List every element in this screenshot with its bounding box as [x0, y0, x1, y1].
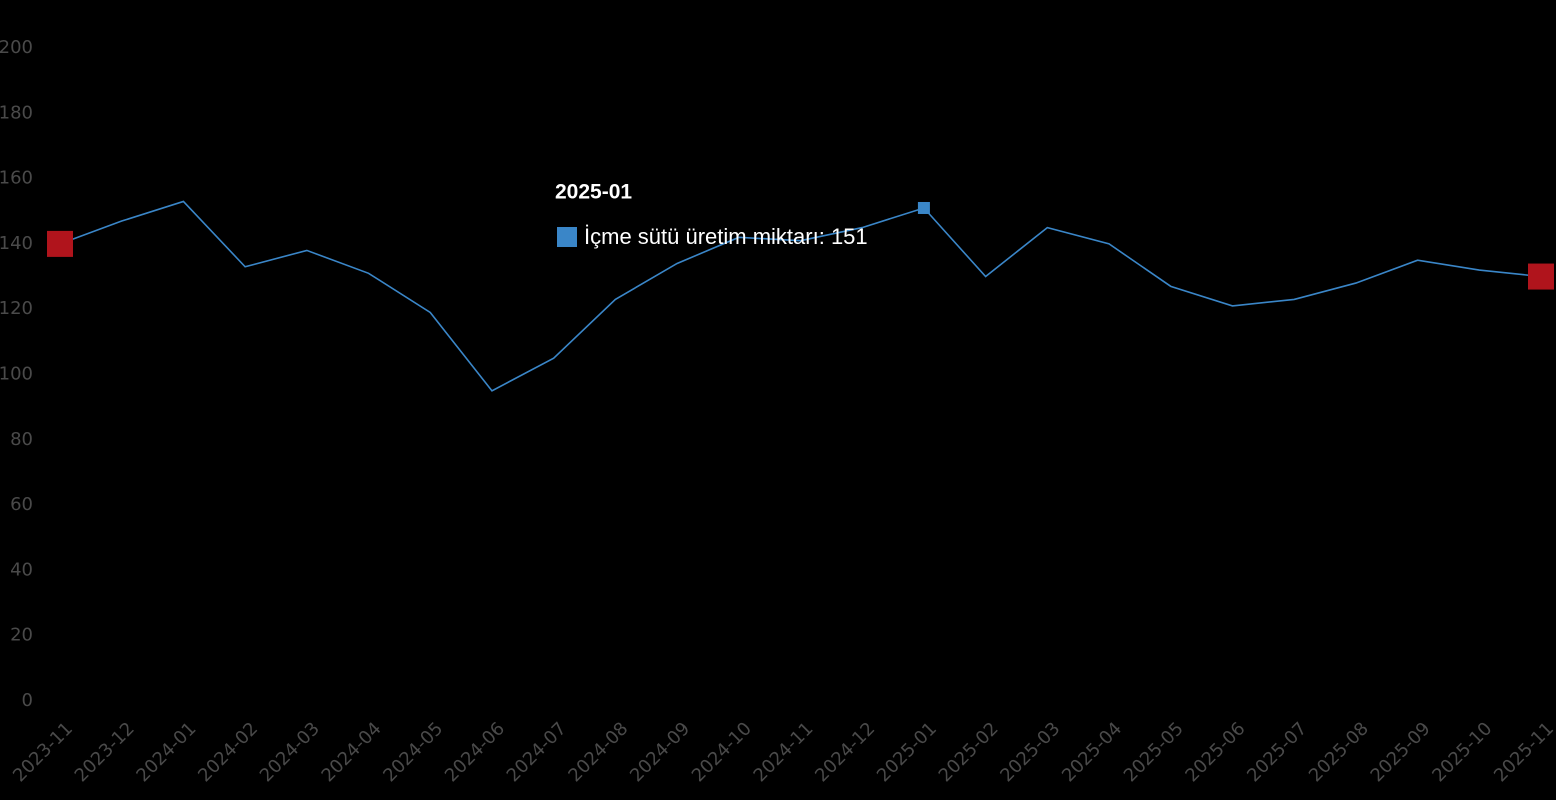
- y-tick-label: 40: [10, 559, 33, 580]
- endpoint-marker: [47, 230, 73, 257]
- x-tick-label: 2025-01: [873, 718, 941, 786]
- x-tick-label: 2025-04: [1058, 718, 1126, 786]
- x-tick-label: 2023-11: [9, 718, 77, 786]
- x-tick-label: 2024-06: [441, 718, 509, 786]
- x-tick-label: 2024-08: [564, 718, 632, 786]
- x-tick-label: 2024-10: [688, 718, 756, 786]
- y-tick-label: 60: [10, 494, 33, 515]
- x-tick-label: 2024-02: [194, 718, 262, 786]
- tooltip-label: İçme sütü üretim miktarı: 151: [584, 224, 868, 249]
- y-tick-label: 0: [22, 690, 33, 711]
- y-tick-label: 160: [0, 168, 33, 189]
- x-tick-label: 2024-03: [256, 718, 324, 786]
- x-tick-label: 2025-07: [1243, 718, 1311, 786]
- x-tick-label: 2025-03: [996, 718, 1064, 786]
- tooltip-swatch: [557, 227, 577, 247]
- x-tick-label: 2025-05: [1120, 718, 1188, 786]
- tooltip: 2025-01 İçme sütü üretim miktarı: 151: [555, 181, 868, 249]
- x-tick-label: 2024-05: [379, 718, 447, 786]
- x-tick-label: 2025-06: [1181, 718, 1249, 786]
- hover-marker: [917, 201, 930, 214]
- y-tick-label: 100: [0, 364, 33, 385]
- endpoint-marker: [1528, 263, 1554, 290]
- y-tick-label: 80: [10, 429, 33, 450]
- x-tick-label: 2025-02: [935, 718, 1003, 786]
- x-tick-label: 2023-12: [71, 718, 139, 786]
- x-tick-label: 2025-11: [1490, 718, 1556, 786]
- x-tick-label: 2024-12: [811, 718, 879, 786]
- y-tick-label: 200: [0, 37, 33, 58]
- y-tick-label: 180: [0, 102, 33, 123]
- x-tick-label: 2024-01: [132, 718, 200, 786]
- x-tick-label: 2024-11: [750, 718, 818, 786]
- tooltip-title: 2025-01: [555, 181, 632, 204]
- y-tick-label: 20: [10, 625, 33, 646]
- x-tick-label: 2024-09: [626, 718, 694, 786]
- x-tick-label: 2025-10: [1428, 718, 1496, 786]
- x-tick-label: 2025-09: [1367, 718, 1435, 786]
- x-tick-label: 2024-04: [318, 718, 386, 786]
- y-tick-label: 140: [0, 233, 33, 254]
- data-line: [59, 200, 1542, 392]
- x-tick-label: 2024-07: [503, 718, 571, 786]
- y-tick-label: 120: [0, 298, 33, 319]
- x-tick-label: 2025-08: [1305, 718, 1373, 786]
